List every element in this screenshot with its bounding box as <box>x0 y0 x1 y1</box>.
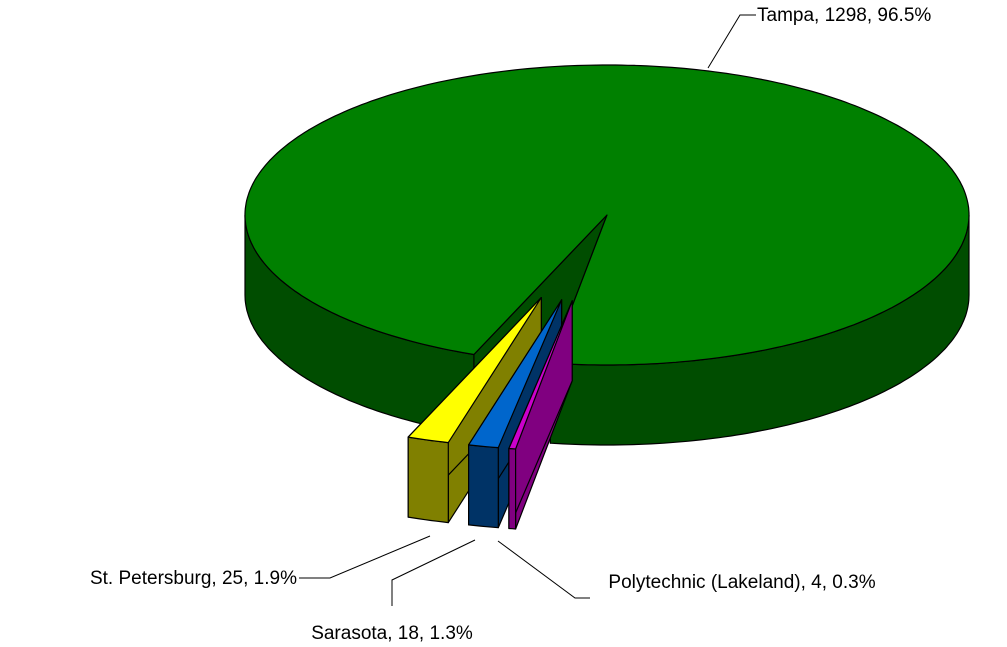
data-label: Sarasota, 18, 1.3% <box>311 623 473 644</box>
data-label: St. Petersburg, 25, 1.9% <box>89 568 297 589</box>
slice <box>244 64 970 446</box>
leader-line <box>497 540 590 599</box>
data-label: Tampa, 1298, 96.5% <box>757 5 932 26</box>
slice-top <box>407 297 542 444</box>
leader-line <box>299 535 431 579</box>
slice-top <box>244 64 970 366</box>
slice <box>508 300 573 530</box>
leader-line <box>707 14 756 69</box>
data-label: Polytechnic (Lakeland), 4, 0.3% <box>608 572 876 593</box>
slice-side <box>508 447 517 530</box>
slice-side <box>468 444 499 529</box>
slice-top <box>468 299 563 449</box>
slice-side <box>407 436 449 524</box>
slice-top <box>508 300 573 450</box>
leader-line <box>391 539 476 606</box>
